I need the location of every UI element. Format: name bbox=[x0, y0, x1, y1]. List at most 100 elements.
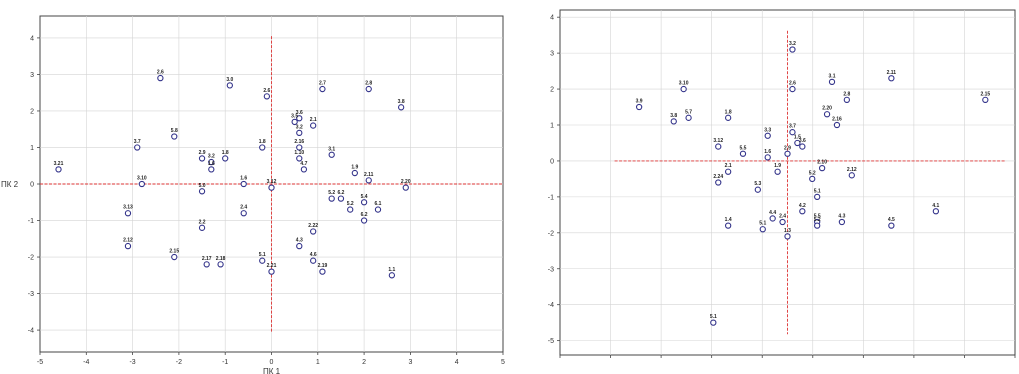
data-point-label: 3.9 bbox=[636, 99, 643, 105]
scatter-chart-left: -5 -4 -3 -2 -1 0 1 2 3 4 5 4 3 2 1 0 -1 -2 -3 -4 3.21 2.6 3.0 2… bbox=[1, 15, 505, 374]
data-point-label: 3.12 bbox=[713, 138, 723, 144]
data-point-label: 2.21 bbox=[267, 263, 277, 269]
data-point-label: 5.2 bbox=[814, 217, 821, 223]
data-point bbox=[818, 164, 826, 172]
data-point bbox=[774, 168, 781, 175]
data-point bbox=[799, 143, 806, 150]
data-point bbox=[789, 85, 796, 93]
data-point-label: 5.1 bbox=[814, 188, 821, 194]
data-point-label: 1.8 bbox=[259, 139, 266, 145]
data-point bbox=[360, 217, 368, 224]
data-point bbox=[828, 78, 836, 86]
data-point bbox=[402, 184, 409, 191]
data-point-label: 5.1 bbox=[710, 314, 717, 320]
data-point bbox=[351, 169, 358, 177]
data-point bbox=[789, 46, 796, 53]
data-point-label: 4.7 bbox=[300, 161, 307, 167]
data-point-label: 4.1 bbox=[932, 203, 939, 209]
data-point bbox=[310, 122, 317, 129]
data-point bbox=[838, 218, 846, 226]
data-point bbox=[784, 150, 791, 157]
data-point bbox=[319, 268, 326, 275]
data-point-label: 3.8 bbox=[398, 99, 405, 105]
data-point bbox=[240, 210, 247, 217]
x-tick-label: 5 bbox=[501, 359, 505, 366]
y-tick-label: 4 bbox=[550, 15, 554, 22]
data-point bbox=[268, 184, 275, 191]
data-point-label: 1.8 bbox=[725, 109, 732, 115]
data-point-label: 1.1 bbox=[388, 267, 395, 273]
data-point-label: 4.3 bbox=[838, 214, 845, 220]
data-point bbox=[779, 218, 786, 226]
data-point-label: 5.5 bbox=[740, 145, 747, 151]
data-point-label: 3.10 bbox=[679, 81, 689, 87]
y-tick-label: 1 bbox=[550, 123, 554, 130]
data-point-label: 5.1 bbox=[259, 252, 266, 258]
data-point bbox=[259, 144, 266, 151]
data-point-label: 1.9 bbox=[774, 163, 781, 169]
data-point bbox=[725, 168, 732, 175]
data-point-label: 2.8 bbox=[843, 91, 850, 97]
data-point-label: 2.1 bbox=[310, 117, 317, 123]
data-point bbox=[365, 177, 372, 184]
data-point bbox=[754, 186, 761, 193]
scatter-chart-right: 4 3 2 1 0 -1 -2 -3 -4 -5 3.2 3.1 2.11 2.15 3.10 2.6 2.8 3… bbox=[548, 9, 1016, 358]
data-point bbox=[198, 188, 206, 195]
y-tick-label: 0 bbox=[550, 158, 554, 165]
data-point-label: 4.2 bbox=[799, 203, 806, 209]
y-tick-label: -1 bbox=[548, 194, 554, 201]
data-point-label: 3.6 bbox=[799, 138, 806, 144]
data-point bbox=[263, 93, 271, 100]
data-point-label: 5.7 bbox=[685, 109, 692, 115]
data-point-label: 4.6 bbox=[310, 252, 317, 258]
data-point-label: 4.5 bbox=[888, 217, 895, 223]
data-point-label: 1.8 bbox=[222, 150, 229, 156]
data-point-label: 2.4 bbox=[240, 205, 247, 211]
data-point bbox=[784, 233, 791, 240]
x-tick-label: -1 bbox=[222, 359, 228, 366]
data-point bbox=[759, 226, 766, 233]
data-point-label: 2.11 bbox=[364, 172, 374, 178]
data-point-label: 2.4 bbox=[779, 214, 786, 220]
data-point-label: 2.12 bbox=[123, 238, 133, 244]
data-point-label: 2.6 bbox=[263, 88, 270, 94]
y-tick-label: -4 bbox=[548, 302, 554, 309]
x-tick-label: 1 bbox=[316, 359, 320, 366]
data-point bbox=[739, 150, 747, 157]
data-point-label: 2.1 bbox=[725, 163, 732, 169]
x-tick-label: -3 bbox=[129, 359, 135, 366]
data-point bbox=[769, 215, 776, 222]
data-point-label: 5.0 bbox=[199, 183, 206, 189]
data-point bbox=[397, 104, 405, 111]
x-tick-label: -4 bbox=[83, 359, 89, 366]
data-point-label: 1.6 bbox=[208, 161, 215, 167]
data-point bbox=[240, 180, 247, 188]
data-point-label: 5.5 bbox=[814, 214, 821, 220]
data-point-label: 1.9 bbox=[351, 165, 358, 171]
y-tick-label: 2 bbox=[550, 87, 554, 94]
data-point-label: 3.5 bbox=[291, 113, 298, 119]
data-point bbox=[157, 74, 164, 82]
y-tick-label: -2 bbox=[28, 255, 34, 262]
data-point-label: 3.6 bbox=[296, 110, 303, 116]
data-point bbox=[360, 199, 368, 206]
data-point bbox=[268, 268, 275, 275]
data-point bbox=[347, 206, 354, 213]
data-point-label: 1.6 bbox=[764, 149, 771, 155]
data-point-label: 2.9 bbox=[784, 145, 791, 151]
data-point-label: 3.13 bbox=[123, 205, 133, 211]
data-point bbox=[55, 166, 62, 173]
data-point bbox=[814, 222, 821, 229]
data-point-label: 2.8 bbox=[365, 81, 372, 87]
data-point bbox=[725, 222, 732, 229]
y-tick-label: -5 bbox=[548, 338, 554, 345]
data-point-label: 2.16 bbox=[832, 117, 842, 123]
data-point bbox=[888, 222, 895, 229]
data-point bbox=[171, 253, 178, 261]
data-point bbox=[715, 179, 722, 186]
data-point-label: 2.17 bbox=[202, 256, 212, 262]
data-point-label: 2.6 bbox=[789, 81, 796, 87]
data-point-label: 6.2 bbox=[361, 212, 368, 218]
data-point bbox=[670, 118, 677, 125]
data-point-label: 2.2 bbox=[199, 219, 206, 225]
